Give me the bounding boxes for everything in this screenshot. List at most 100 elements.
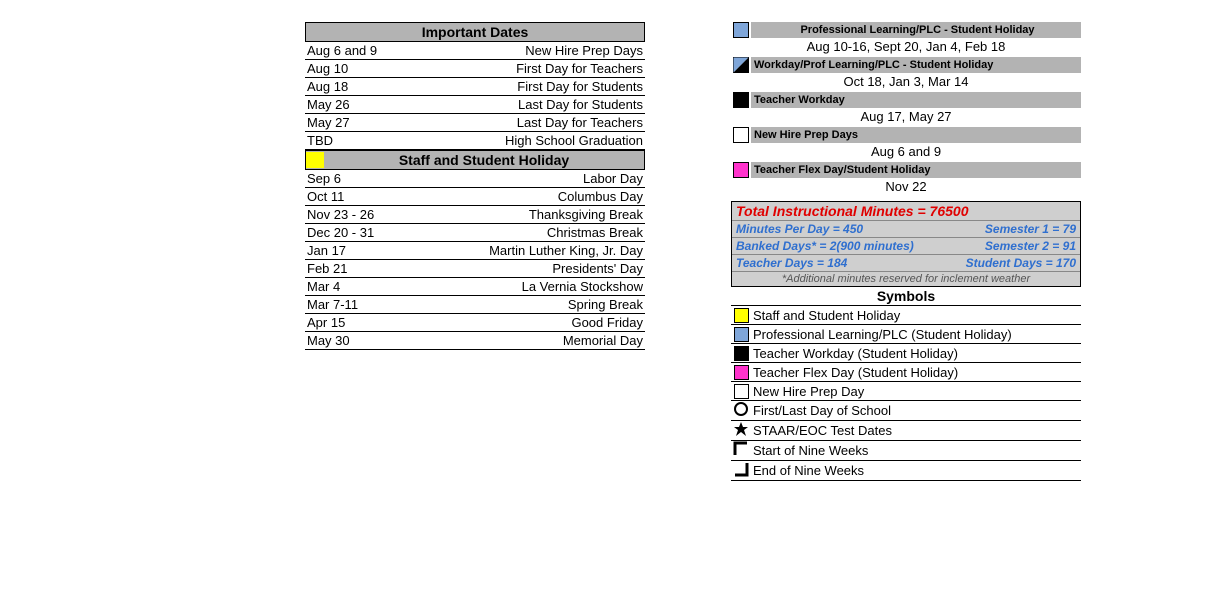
label-cell: High School Graduation <box>422 132 645 150</box>
symbol-icon-cell <box>731 382 751 401</box>
symbol-label: Professional Learning/PLC (Student Holid… <box>751 325 1081 344</box>
date-cell: Aug 18 <box>305 78 422 96</box>
symbol-label: First/Last Day of School <box>751 401 1081 421</box>
student-days: Student Days = 170 <box>966 256 1076 270</box>
total-minutes: Total Instructional Minutes = 76500 <box>736 203 968 219</box>
label-cell: La Vernia Stockshow <box>411 278 645 296</box>
bracket-bottom-icon <box>733 461 749 477</box>
symbol-icon-cell <box>731 441 751 461</box>
label-cell: Columbus Day <box>411 188 645 206</box>
legend-title: Workday/Prof Learning/PLC - Student Holi… <box>751 57 1081 73</box>
table-row: TBDHigh School Graduation <box>305 132 645 150</box>
bracket-top-icon <box>733 441 749 457</box>
table-row: May 30Memorial Day <box>305 332 645 350</box>
swatch-icon <box>734 308 749 323</box>
inclement-note: *Additional minutes reserved for incleme… <box>736 273 1076 285</box>
symbol-row: First/Last Day of School <box>731 401 1081 421</box>
label-cell: Memorial Day <box>411 332 645 350</box>
semester-2: Semester 2 = 91 <box>985 239 1076 253</box>
label-cell: Christmas Break <box>411 224 645 242</box>
symbols-header: Symbols <box>731 287 1081 306</box>
date-cell: Oct 11 <box>305 188 411 206</box>
label-cell: Labor Day <box>411 170 645 188</box>
symbol-label: End of Nine Weeks <box>751 461 1081 481</box>
table-row: Mar 4La Vernia Stockshow <box>305 278 645 296</box>
swatch-icon <box>734 327 749 342</box>
symbol-row: End of Nine Weeks <box>731 461 1081 481</box>
label-cell: First Day for Teachers <box>422 60 645 78</box>
label-cell: First Day for Students <box>422 78 645 96</box>
teacher-days: Teacher Days = 184 <box>736 256 847 270</box>
circle-icon <box>733 401 749 417</box>
label-cell: Last Day for Teachers <box>422 114 645 132</box>
table-row: Apr 15Good Friday <box>305 314 645 332</box>
date-cell: Apr 15 <box>305 314 411 332</box>
right-column: Professional Learning/PLC - Student Holi… <box>731 22 1081 481</box>
important-dates-table: Aug 6 and 9New Hire Prep DaysAug 10First… <box>305 42 645 150</box>
date-cell: May 30 <box>305 332 411 350</box>
symbols-table: Staff and Student HolidayProfessional Le… <box>731 306 1081 481</box>
symbol-icon-cell <box>731 344 751 363</box>
symbol-label: STAAR/EOC Test Dates <box>751 421 1081 441</box>
label-cell: Good Friday <box>411 314 645 332</box>
legend-list: Professional Learning/PLC - Student Holi… <box>731 22 1081 195</box>
date-cell: Nov 23 - 26 <box>305 206 411 224</box>
legend-item: Workday/Prof Learning/PLC - Student Holi… <box>731 57 1081 90</box>
table-row: Sep 6Labor Day <box>305 170 645 188</box>
label-cell: Last Day for Students <box>422 96 645 114</box>
date-cell: Jan 17 <box>305 242 411 260</box>
symbol-row: Teacher Workday (Student Holiday) <box>731 344 1081 363</box>
symbol-icon-cell <box>731 461 751 481</box>
legend-item: Teacher WorkdayAug 17, May 27 <box>731 92 1081 125</box>
instructional-minutes-box: Total Instructional Minutes = 76500 Minu… <box>731 201 1081 287</box>
legend-dates: Aug 10-16, Sept 20, Jan 4, Feb 18 <box>731 38 1081 55</box>
legend-item: New Hire Prep DaysAug 6 and 9 <box>731 127 1081 160</box>
table-row: May 26Last Day for Students <box>305 96 645 114</box>
date-cell: Feb 21 <box>305 260 411 278</box>
legend-dates: Nov 22 <box>731 178 1081 195</box>
symbol-row: Professional Learning/PLC (Student Holid… <box>731 325 1081 344</box>
legend-title: Teacher Workday <box>751 92 1081 108</box>
date-cell: Mar 4 <box>305 278 411 296</box>
label-cell: Thanksgiving Break <box>411 206 645 224</box>
legend-item: Professional Learning/PLC - Student Holi… <box>731 22 1081 55</box>
label-cell: Spring Break <box>411 296 645 314</box>
date-cell: Aug 6 and 9 <box>305 42 422 60</box>
legend-dates: Aug 17, May 27 <box>731 108 1081 125</box>
legend-title: New Hire Prep Days <box>751 127 1081 143</box>
table-row: Jan 17Martin Luther King, Jr. Day <box>305 242 645 260</box>
swatch-icon <box>734 384 749 399</box>
symbol-row: New Hire Prep Day <box>731 382 1081 401</box>
symbol-label: Staff and Student Holiday <box>751 306 1081 325</box>
date-cell: May 27 <box>305 114 422 132</box>
legend-title: Teacher Flex Day/Student Holiday <box>751 162 1081 178</box>
date-cell: Mar 7-11 <box>305 296 411 314</box>
symbol-label: Teacher Flex Day (Student Holiday) <box>751 363 1081 382</box>
important-dates-header: Important Dates <box>305 22 645 42</box>
symbol-icon-cell <box>731 306 751 325</box>
table-row: Nov 23 - 26Thanksgiving Break <box>305 206 645 224</box>
table-row: Oct 11Columbus Day <box>305 188 645 206</box>
table-row: Feb 21Presidents' Day <box>305 260 645 278</box>
label-cell: Martin Luther King, Jr. Day <box>411 242 645 260</box>
symbol-icon-cell <box>731 401 751 421</box>
swatch-icon <box>733 127 749 143</box>
legend-title: Professional Learning/PLC - Student Holi… <box>751 22 1081 38</box>
date-cell: Dec 20 - 31 <box>305 224 411 242</box>
left-column: Important Dates Aug 6 and 9New Hire Prep… <box>305 22 645 481</box>
swatch-icon <box>733 22 749 38</box>
staff-student-holiday-header: Staff and Student Holiday <box>305 150 645 170</box>
banked-days: Banked Days* = 2(900 minutes) <box>736 239 914 253</box>
swatch-icon <box>733 162 749 178</box>
symbol-row: Staff and Student Holiday <box>731 306 1081 325</box>
diag-swatch-icon <box>733 57 749 73</box>
symbol-row: STAAR/EOC Test Dates <box>731 421 1081 441</box>
swatch-icon <box>734 365 749 380</box>
label-cell: Presidents' Day <box>411 260 645 278</box>
legend-dates: Oct 18, Jan 3, Mar 14 <box>731 73 1081 90</box>
table-row: Aug 18First Day for Students <box>305 78 645 96</box>
table-row: Mar 7-11Spring Break <box>305 296 645 314</box>
legend-dates: Aug 6 and 9 <box>731 143 1081 160</box>
symbol-icon-cell <box>731 363 751 382</box>
holidays-table: Sep 6Labor DayOct 11Columbus DayNov 23 -… <box>305 170 645 350</box>
